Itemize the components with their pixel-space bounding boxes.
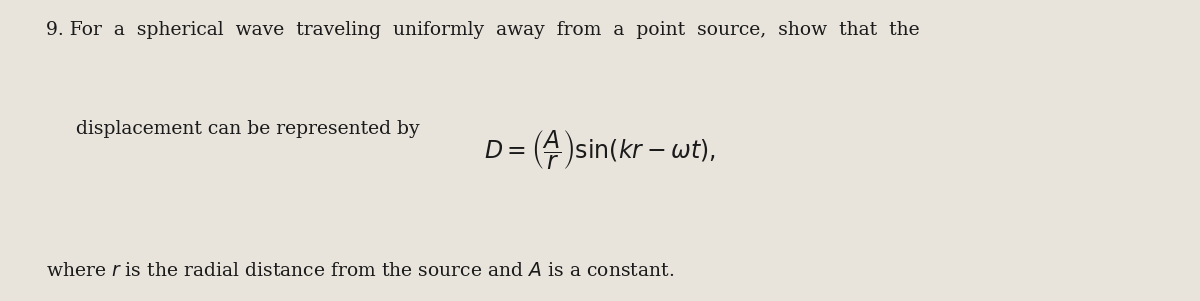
Text: 9. For  a  spherical  wave  traveling  uniformly  away  from  a  point  source, : 9. For a spherical wave traveling unifor… — [46, 21, 919, 39]
Text: $D = \left(\dfrac{A}{r}\right)\sin(kr - \omega t),$: $D = \left(\dfrac{A}{r}\right)\sin(kr - … — [484, 129, 716, 172]
Text: displacement can be represented by: displacement can be represented by — [76, 120, 419, 138]
Text: where $r$ is the radial distance from the source and $A$ is a constant.: where $r$ is the radial distance from th… — [46, 262, 673, 280]
